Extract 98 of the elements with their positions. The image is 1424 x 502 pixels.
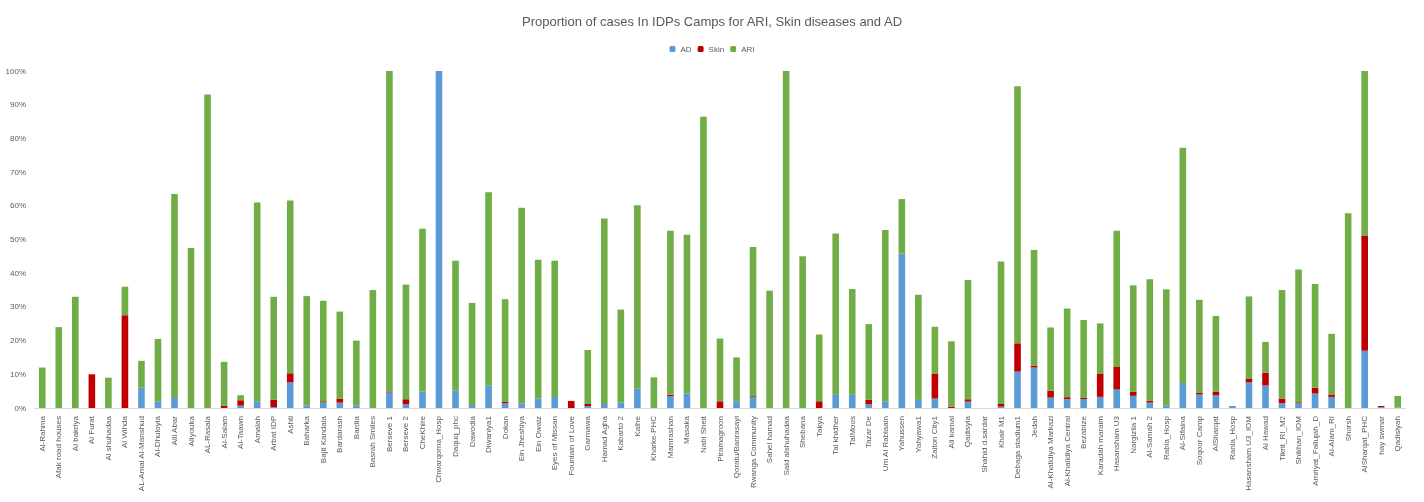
x-tick-label: Rwanga Community xyxy=(748,416,758,489)
x-tick-label: AL-Rasala xyxy=(203,415,213,454)
x-tick-label: Bajit Kandala xyxy=(318,415,328,464)
x-tick-label: CheKhire xyxy=(417,415,427,450)
x-tick-label: Piramagroon xyxy=(715,416,725,462)
x-tick-label: Eyes of Missan xyxy=(550,416,560,471)
x-tick-label: Um Al Rabiaain xyxy=(880,416,890,472)
y-tick-label: 90% xyxy=(9,100,26,110)
x-tick-label: Rabia_Hosp xyxy=(1161,415,1171,461)
legend-label: ARI xyxy=(741,44,755,54)
x-tick-label: Al-Alam_RI xyxy=(1327,416,1337,457)
y-tick-label: 10% xyxy=(9,369,26,379)
y-tick-label: 40% xyxy=(9,268,26,278)
x-tick-label: Berseve 1 xyxy=(384,415,394,453)
x-tick-label: Qadisyia xyxy=(963,415,973,448)
y-tick-label: 20% xyxy=(9,336,26,346)
x-tick-label: Garmawa xyxy=(583,415,593,451)
x-tick-label: Berseve 2 xyxy=(401,415,411,453)
x-tick-label: Sahel hamad xyxy=(765,416,775,464)
x-tick-label: Al-Khalidiya Markazi xyxy=(1046,415,1056,489)
x-tick-label: Kharke-PHC xyxy=(649,415,659,461)
x-tick-label: Al-Dhuloyia xyxy=(153,415,163,457)
x-tick-label: Al Hawad xyxy=(1260,416,1270,451)
x-tick-label: Soqoor Camp xyxy=(1194,415,1204,466)
x-tick-label: Al shuhadaa xyxy=(103,415,113,461)
y-tick-label: 80% xyxy=(9,133,26,143)
x-tick-label: Diwaniya1 xyxy=(484,415,494,453)
x-tick-label: Ali kamal xyxy=(946,415,956,449)
x-tick-label: Jedah xyxy=(1029,416,1039,438)
x-tick-label: hay swmar xyxy=(1376,415,1386,455)
x-tick-label: Khair M1 xyxy=(996,415,1006,449)
x-tick-label: Said alshuhadaa xyxy=(781,415,791,476)
x-tick-label: Daquq_phc xyxy=(451,416,461,457)
x-tick-label: Kabarto 2 xyxy=(616,415,626,451)
legend-label: AD xyxy=(680,44,692,54)
y-tick-label: 60% xyxy=(9,201,26,211)
x-tick-label: Al-Rahma xyxy=(37,415,47,452)
x-tick-label: Tazar De xyxy=(864,415,874,449)
x-tick-label: Mamrashan xyxy=(665,416,675,459)
x-tick-label: Rania_Hosp xyxy=(1227,415,1237,461)
x-tick-label: Dawodia xyxy=(467,415,477,448)
x-tick-label: Tikrit_RI_M2 xyxy=(1277,415,1287,462)
x-tick-label: Amalah xyxy=(252,416,262,444)
x-tick-label: Shebana xyxy=(798,415,808,449)
x-tick-label: Yahyawa1 xyxy=(913,415,923,453)
x-tick-label: Masaka xyxy=(682,415,692,445)
x-tick-label: Alli Abar xyxy=(170,415,180,446)
x-tick-label: Afak road houses xyxy=(54,416,64,479)
chart-title: Proportion of cases In IDPs Camps for ARI, Skin diseases and AD xyxy=(521,14,903,29)
x-tick-label: Ashti xyxy=(285,415,295,434)
y-tick-label: 50% xyxy=(9,235,26,244)
x-tick-label: Hasansham U3 xyxy=(1112,415,1122,472)
x-tick-label: Bardia xyxy=(351,415,361,440)
x-tick-label: Nargizlia 1 xyxy=(1128,415,1138,454)
x-tick-label: Chwarqorna_Hosp xyxy=(434,415,444,483)
x-tick-label: TalMoos xyxy=(847,416,857,446)
x-tick-label: Tal khidher xyxy=(831,415,841,455)
x-tick-label: Shorsh xyxy=(1343,416,1353,442)
x-tick-label: Takya xyxy=(814,415,824,437)
x-tick-label: Al Furat xyxy=(87,415,97,445)
x-tick-label: Aliyouka xyxy=(186,415,196,447)
x-tick-label: Basrah Smiles xyxy=(368,416,378,468)
x-tick-label: Qadisiyah xyxy=(1393,416,1403,452)
x-tick-label: Karadah maraim xyxy=(1095,415,1105,476)
x-tick-label: Al-Sifaina xyxy=(1178,415,1188,451)
x-tick-label: Arbat IDP xyxy=(269,416,279,451)
x-tick-label: Al-Taawn xyxy=(236,416,246,449)
x-tick-label: Hamad Agha xyxy=(599,415,609,463)
x-tick-label: AlSharqat_PHC xyxy=(1360,415,1370,473)
x-tick-label: Yahussen xyxy=(897,416,907,451)
x-tick-label: Al-Salam xyxy=(219,415,229,449)
x-tick-label: Kalhe xyxy=(632,415,642,437)
legend-label: Skin xyxy=(708,44,725,54)
x-tick-label: Shahid d.sardar xyxy=(979,415,989,473)
x-tick-label: Al-Samah 2 xyxy=(1145,415,1155,458)
y-tick-label: 100% xyxy=(5,66,26,76)
x-tick-label: Ein Jheshiya xyxy=(517,415,527,462)
x-tick-label: Al Wihda xyxy=(120,415,130,449)
x-tick-label: Amriyat_Fallujah_D xyxy=(1310,415,1320,486)
x-tick-label: Hasansham U3_IOM xyxy=(1244,415,1254,491)
y-tick-label: 0% xyxy=(14,403,26,413)
x-tick-label: Zaiton City1 xyxy=(930,415,940,459)
x-tick-label: AL-Amal Al-Manshud xyxy=(136,416,146,492)
x-tick-label: AlSharqat xyxy=(1211,415,1221,452)
x-tick-label: Qoratu/Banrasayi xyxy=(732,415,742,479)
x-tick-label: Dokan xyxy=(500,416,510,440)
x-tick-label: Baharka xyxy=(302,415,312,446)
y-tick-label: 70% xyxy=(9,167,26,177)
y-tick-label: 30% xyxy=(9,302,26,312)
x-tick-label: Fountain of Love xyxy=(566,415,576,476)
x-tick-label: Al-Khalidiya Central xyxy=(1062,415,1072,487)
x-tick-label: Shikhan_IOM xyxy=(1294,415,1304,465)
x-tick-label: Debaga stadium1 xyxy=(1013,415,1023,479)
x-tick-label: Nabi Sheit xyxy=(698,415,708,453)
x-tick-label: Bezabize xyxy=(1079,415,1089,449)
x-tick-label: Bardarash xyxy=(335,416,345,453)
x-tick-label: Al bakriya xyxy=(70,415,80,452)
x-tick-label: Ein Owaiz xyxy=(533,416,543,453)
